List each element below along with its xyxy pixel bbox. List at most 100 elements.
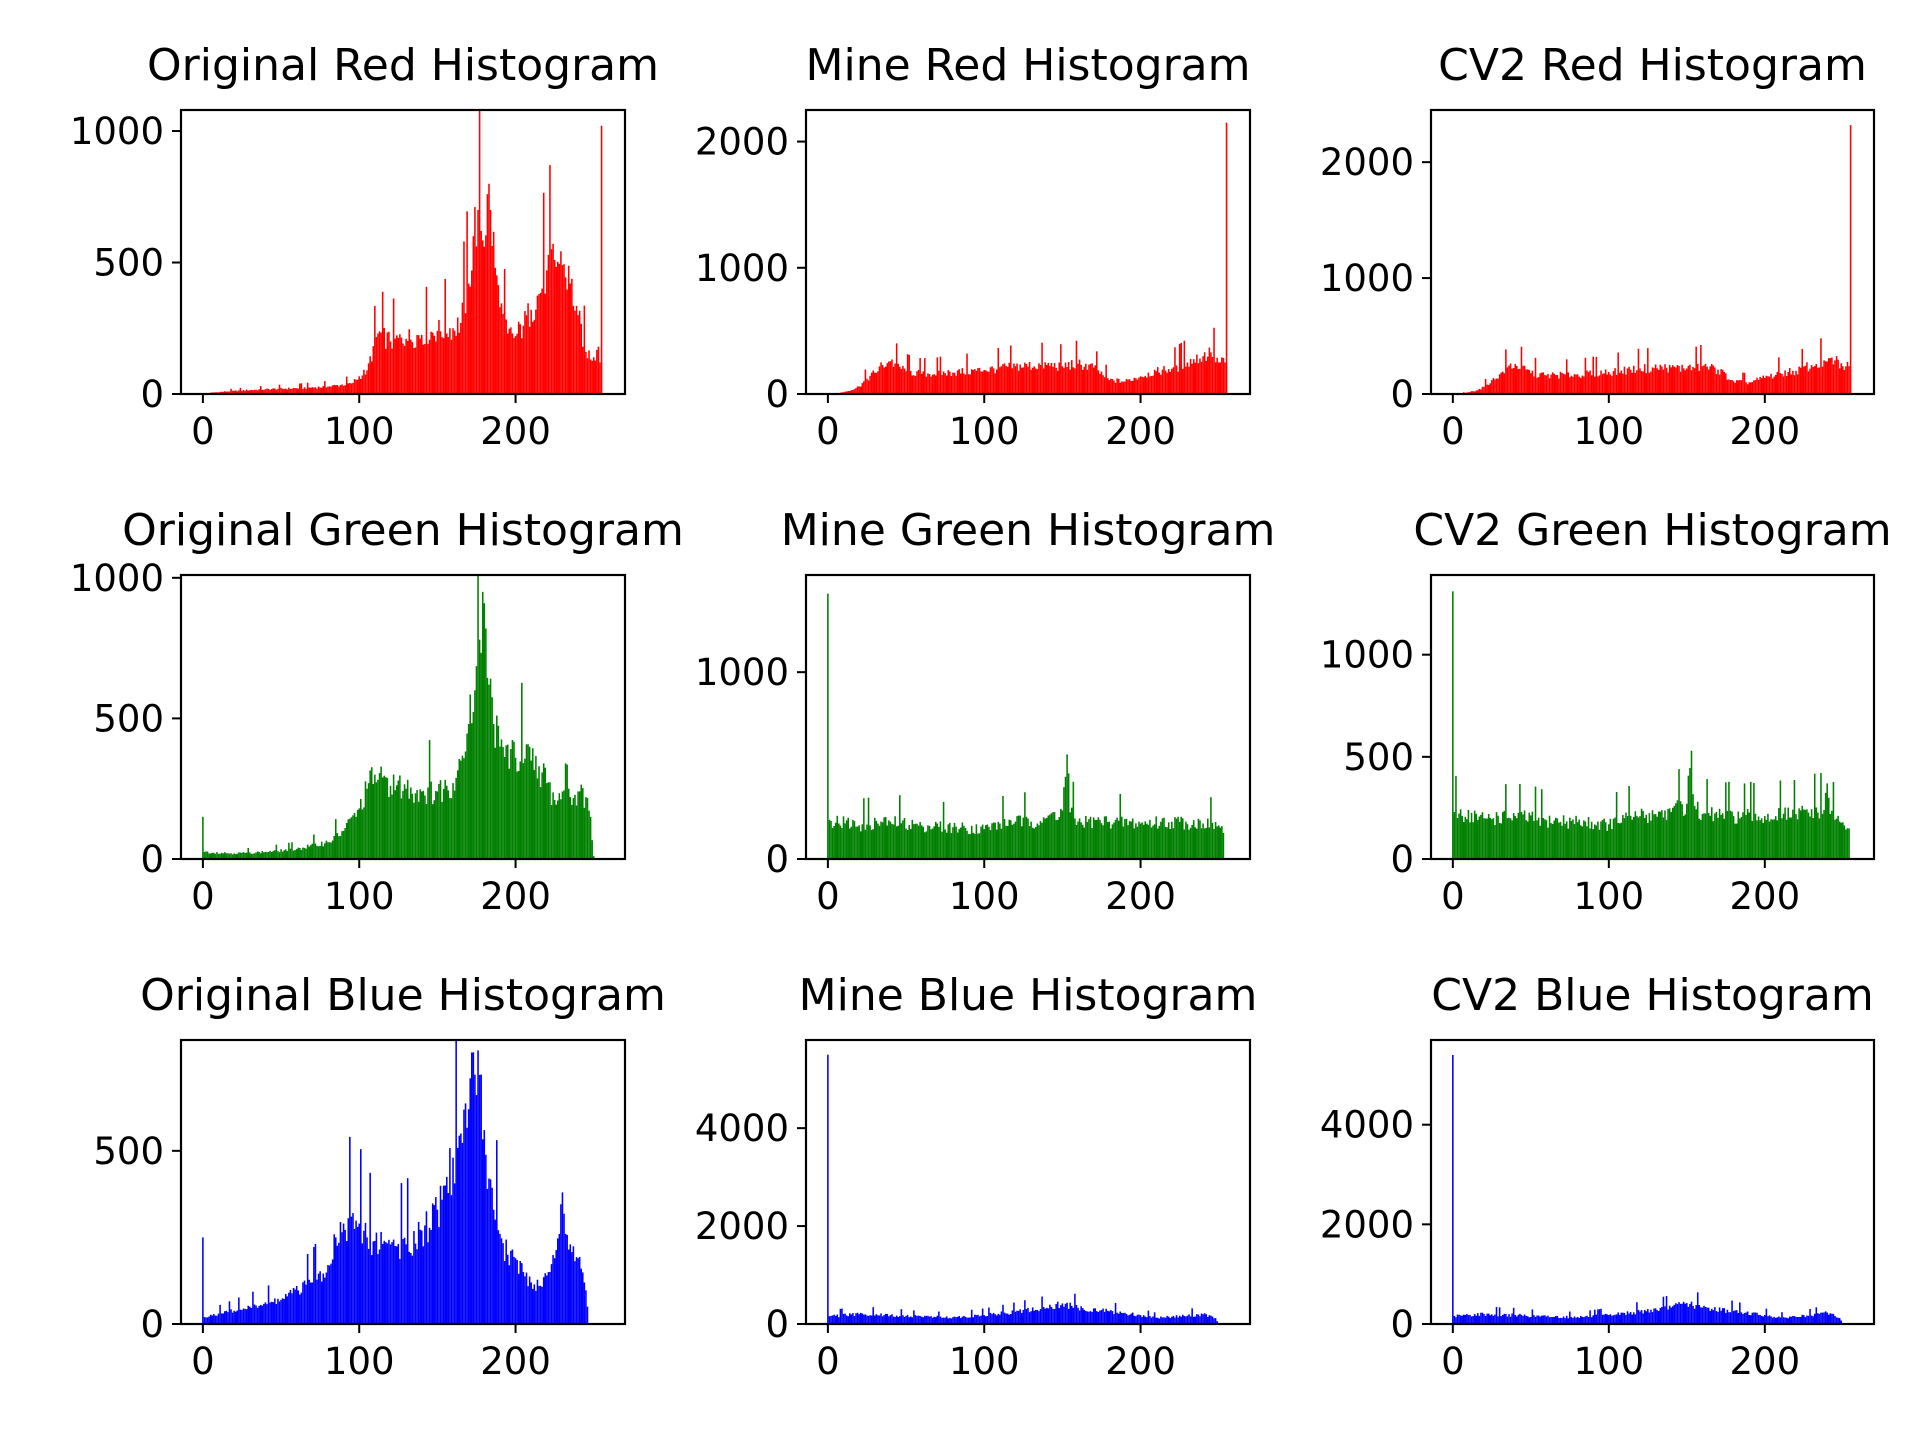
histogram-bar [403,345,406,394]
histogram-bar [1456,1314,1459,1324]
histogram-bar [1481,1312,1484,1324]
histogram-bar [1692,1305,1694,1324]
histogram-bar [533,319,536,394]
histogram-bar [552,792,554,859]
histogram-bar [1801,348,1804,394]
histogram-bar [1706,779,1708,859]
histogram-bar [985,370,987,394]
histogram-bar [1746,384,1749,394]
histogram-bar [1478,388,1481,394]
histogram-bar [1153,369,1156,394]
histogram-bar [447,1193,450,1324]
histogram-bar [856,1312,859,1324]
histogram-bar [1002,795,1004,859]
histogram-bar [392,774,395,859]
histogram-bar [236,853,239,859]
histogram-bar [222,1313,224,1324]
histogram-bar [1743,783,1746,859]
histogram-bar [1091,363,1093,394]
axes-frame [179,108,627,396]
histogram-bar [1578,819,1580,859]
histogram-bar [1710,807,1713,859]
histogram-bar [884,1313,887,1324]
histogram-bar [1768,1315,1771,1324]
histogram-bar [377,333,379,394]
histogram-bar [956,1316,959,1324]
histogram-bar [1544,819,1546,859]
histogram-bar [1682,815,1685,859]
histogram-bar [275,389,278,394]
histogram-bar [370,1255,373,1324]
histogram-bar [1628,1313,1630,1324]
histogram-bar [1840,363,1843,394]
histogram-bar [1764,1315,1766,1324]
histogram-bar [874,817,876,859]
histogram-bar [1483,387,1485,394]
histogram-bar [466,211,468,394]
histogram-bar [1704,363,1707,394]
histogram-bar [1517,1314,1520,1324]
histogram-bar [1788,817,1791,859]
histogram-bar [1160,1316,1162,1324]
histogram-bar [1545,820,1548,859]
histogram-bar [474,1074,476,1324]
histogram-bar [391,348,393,394]
histogram-bar [500,739,503,859]
histogram-bar [1781,1312,1783,1324]
histogram-bar [546,270,548,394]
histogram-bar [845,820,848,859]
histogram-bar [228,853,231,859]
histogram-bar [1480,1312,1482,1324]
histogram-bar [492,231,495,394]
histogram-bar [400,798,403,859]
histogram-bar [1131,818,1134,859]
histogram-bar [460,760,462,859]
histogram-bar [300,1292,303,1324]
histogram-bar [233,853,235,859]
histogram-bar [1801,805,1804,859]
histogram-bar [1092,817,1095,859]
histogram-bar [306,1253,309,1324]
histogram-bar [1659,1307,1662,1324]
histogram-bar [958,369,960,394]
histogram-bar [1704,1306,1707,1324]
histogram-bar [908,825,910,859]
histogram-bar [341,831,343,859]
histogram-bar [353,379,356,394]
histogram-bar [417,801,420,859]
histogram-bar [1803,809,1805,859]
histogram-bar [496,1140,498,1324]
histogram-bar [1823,1312,1825,1324]
histogram-bar [580,323,583,394]
histogram-bar [578,791,581,859]
histogram-bar [309,845,312,859]
histogram-bar [1473,810,1476,859]
histogram-bar [1595,356,1598,394]
histogram-bar [1703,813,1705,859]
histogram-bar [549,782,551,859]
histogram-bar [478,110,481,394]
histogram-bar [1651,367,1654,394]
histogram-bar [1511,820,1513,859]
histogram-bar [1053,362,1056,394]
histogram-bar [575,805,578,859]
histogram-bar [416,1249,418,1324]
histogram-bar [1832,364,1835,394]
histogram-bar [283,388,285,394]
histogram-bar [977,1314,979,1324]
histogram-bar [1734,382,1736,394]
histogram-bar [905,1315,907,1324]
histogram-bar [1776,371,1779,394]
histogram-bar [1693,805,1696,859]
histogram-bar [266,1304,268,1324]
histogram-bar [991,1314,993,1324]
histogram-bar [966,830,968,859]
histogram-bar [1539,1316,1541,1324]
histogram-bar [1846,361,1849,394]
histogram-bar [555,1250,557,1324]
histogram-bar [494,1219,497,1324]
histogram-bar [1667,1309,1669,1324]
histogram-bar [402,790,404,859]
histogram-bar [1581,375,1584,394]
histogram-bar [875,1314,878,1324]
